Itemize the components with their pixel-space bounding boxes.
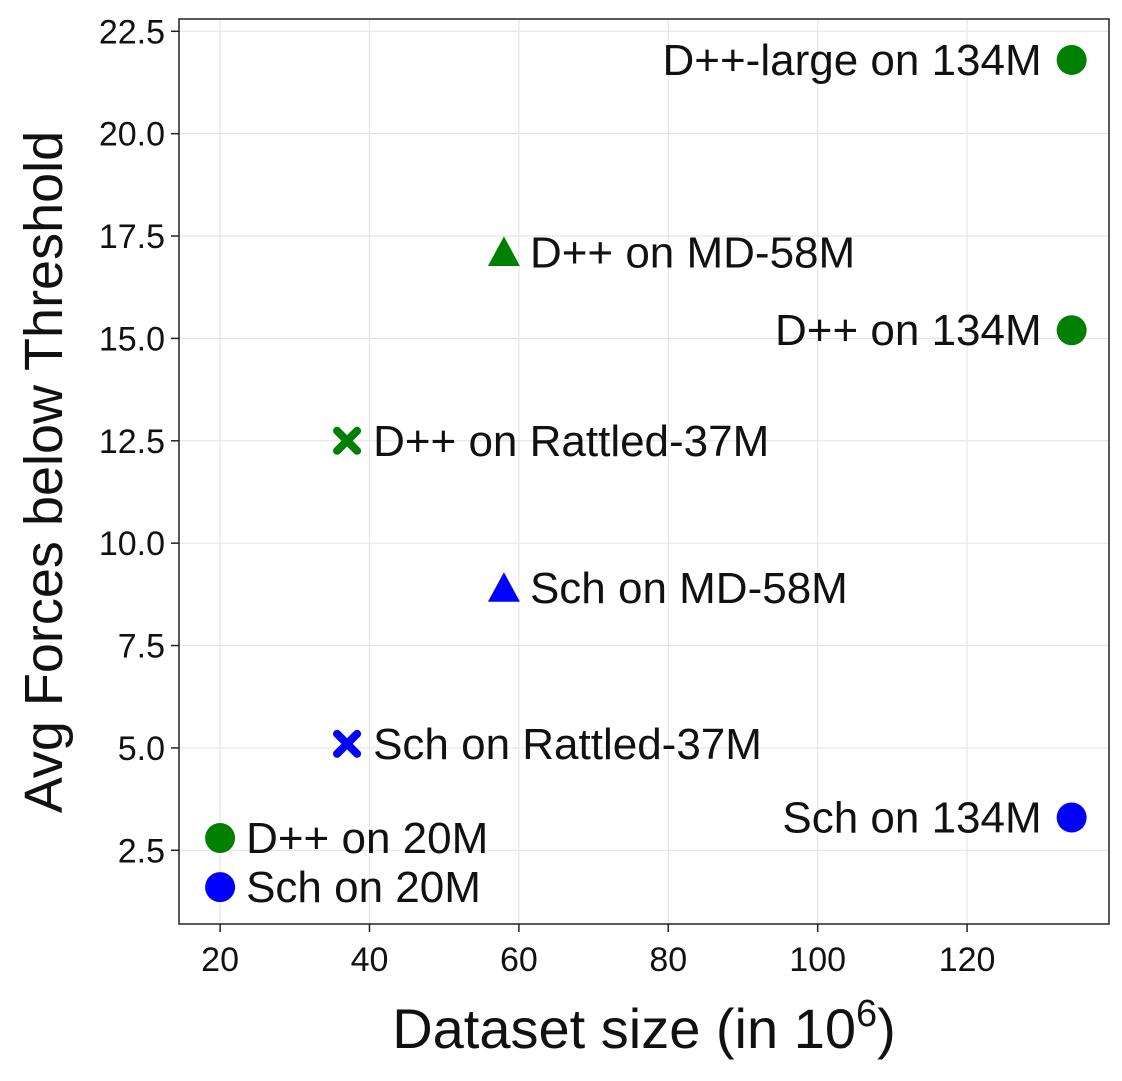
data-point-x: [333, 426, 362, 455]
x-axis-title-exponent: 6: [856, 993, 877, 1035]
data-point-x: [333, 729, 362, 758]
x-axis-title: Dataset size (in 106): [392, 993, 896, 1060]
data-point-circle: [1056, 315, 1087, 346]
data-point-triangle: [487, 572, 520, 602]
x-axis-title-close: ): [877, 997, 896, 1060]
x-axis-title-text: Dataset size (in 10: [392, 997, 856, 1060]
data-points: [205, 44, 1087, 903]
plot-frame: [178, 18, 1110, 925]
point-label: Sch on 20M: [246, 863, 481, 912]
point-label: D++-large on 134M: [663, 36, 1042, 85]
x-tick-label: 20: [201, 941, 239, 979]
data-point-circle: [1056, 802, 1087, 833]
x-tick-label: 120: [939, 941, 996, 979]
data-point-triangle: [487, 236, 520, 267]
point-label: Sch on Rattled-37M: [373, 720, 762, 769]
point-label: D++ on 20M: [246, 814, 488, 863]
y-axis-title: Avg Forces below Threshold: [14, 131, 74, 813]
data-point-circle: [1056, 44, 1087, 75]
y-tick-label: 10.0: [99, 525, 165, 563]
x-tick-label: 60: [500, 941, 538, 979]
point-labels: D++-large on 134M D++ on MD-58M D++ on 134…: [246, 36, 1042, 912]
grid-lines: [179, 19, 1109, 924]
point-label: D++ on MD-58M: [530, 228, 855, 277]
y-tick-label: 5.0: [118, 730, 165, 768]
y-tick-label: 12.5: [99, 423, 165, 461]
x-tick-label: 80: [649, 941, 687, 979]
y-tick-label: 15.0: [99, 320, 165, 358]
point-label: D++ on 134M: [775, 306, 1042, 355]
data-point-circle: [205, 872, 236, 903]
data-point-circle: [205, 823, 236, 854]
axis-ticks: 20 40 60 80 100 120 2.5 5.0 7.5 10.0 12.5 15.0 17.5 2…: [99, 13, 996, 979]
y-tick-label: 2.5: [118, 832, 165, 870]
y-tick-label: 20.0: [99, 116, 165, 154]
x-tick-label: 40: [351, 941, 389, 979]
point-label: Sch on 134M: [782, 794, 1041, 843]
x-tick-label: 100: [789, 941, 846, 979]
y-tick-label: 22.5: [99, 13, 165, 51]
point-label: Sch on MD-58M: [530, 564, 848, 613]
y-tick-label: 17.5: [99, 218, 165, 256]
point-label: D++ on Rattled-37M: [373, 417, 769, 466]
y-tick-label: 7.5: [118, 628, 165, 666]
